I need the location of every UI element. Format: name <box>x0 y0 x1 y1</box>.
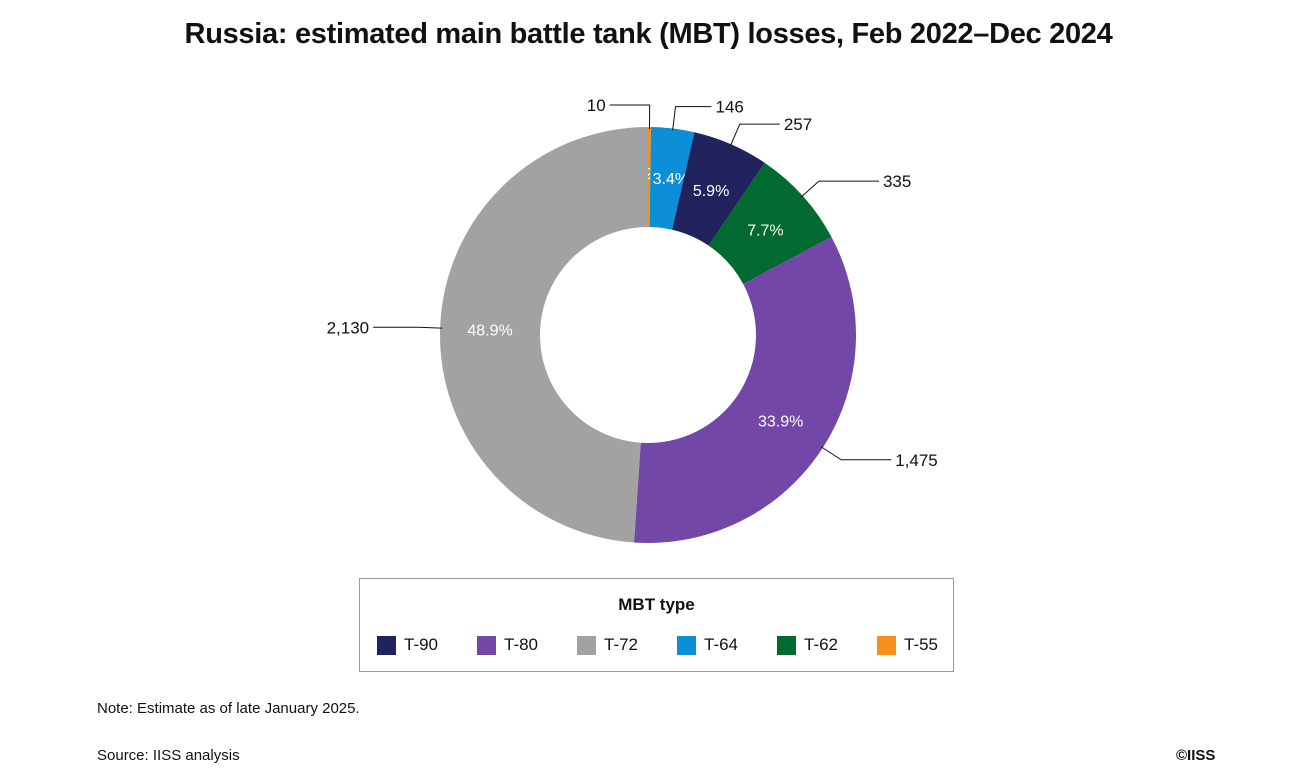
slice-t-80 <box>634 236 856 543</box>
slice-t-72 <box>439 127 648 543</box>
percent-label-t-72: 48.9% <box>467 323 512 340</box>
chart-source: Source: IISS analysis <box>97 747 240 764</box>
callout-line-t-64 <box>672 106 712 131</box>
value-label-t-64: 146 <box>715 98 743 117</box>
callout-line-t-55 <box>609 104 651 130</box>
legend-swatch <box>877 635 896 655</box>
slice-t-64 <box>649 127 695 230</box>
legend-item-t-64: T-64 <box>677 633 738 657</box>
legend-label: T-64 <box>704 635 739 654</box>
legend-label: T-72 <box>604 635 639 654</box>
legend-item-t-62: T-62 <box>777 633 838 657</box>
legend-title: MBT type <box>618 595 695 614</box>
callout-line-t-72 <box>373 326 443 329</box>
chart-title: Russia: estimated main battle tank (MBT)… <box>184 18 1113 50</box>
legend-label: T-55 <box>904 635 939 654</box>
slice-t-90 <box>672 132 765 246</box>
callout-line-t-80 <box>820 446 892 461</box>
legend-item-t-72: T-72 <box>577 633 638 657</box>
legend-swatch <box>477 635 496 655</box>
chart-note: Note: Estimate as of late January 2025. <box>97 700 360 717</box>
legend-swatch <box>377 635 396 655</box>
percent-label-t-90: 5.9% <box>693 183 729 200</box>
value-label-t-55: 10 <box>587 96 606 115</box>
legend-swatch <box>577 635 596 655</box>
legend-label: T-62 <box>804 635 839 654</box>
legend-items: T-90 T-80 T-72 T-64 T-62 T-55 <box>377 633 947 657</box>
legend: MBT type T-90 T-80 T-72 T-64 T-62 T-55 <box>359 578 954 672</box>
slice-t-62 <box>708 162 832 285</box>
callout-line-t-90 <box>729 123 780 147</box>
legend-item-t-90: T-90 <box>377 633 438 657</box>
legend-label: T-90 <box>404 635 439 654</box>
value-label-t-62: 335 <box>883 172 911 191</box>
legend-item-t-80: T-80 <box>477 633 538 657</box>
percent-label-t-62: 7.7% <box>747 222 783 239</box>
value-label-t-72: 2,130 <box>327 318 370 337</box>
percent-label-t-80: 33.9% <box>758 414 803 431</box>
callout-line-t-62 <box>800 180 879 198</box>
legend-item-t-55: T-55 <box>877 633 938 657</box>
legend-swatch <box>677 635 696 655</box>
legend-swatch <box>777 635 796 655</box>
value-label-t-80: 1,475 <box>895 451 938 470</box>
value-label-t-90: 257 <box>784 115 812 134</box>
percent-label-t-64: 3.4% <box>653 171 689 188</box>
legend-label: T-80 <box>504 635 539 654</box>
donut-chart: 0.2%103.4%1465.9%2577.7%33533.9%1,47548.… <box>327 96 938 543</box>
copyright: ©IISS <box>1176 747 1216 764</box>
slice-t-55 <box>648 127 652 228</box>
